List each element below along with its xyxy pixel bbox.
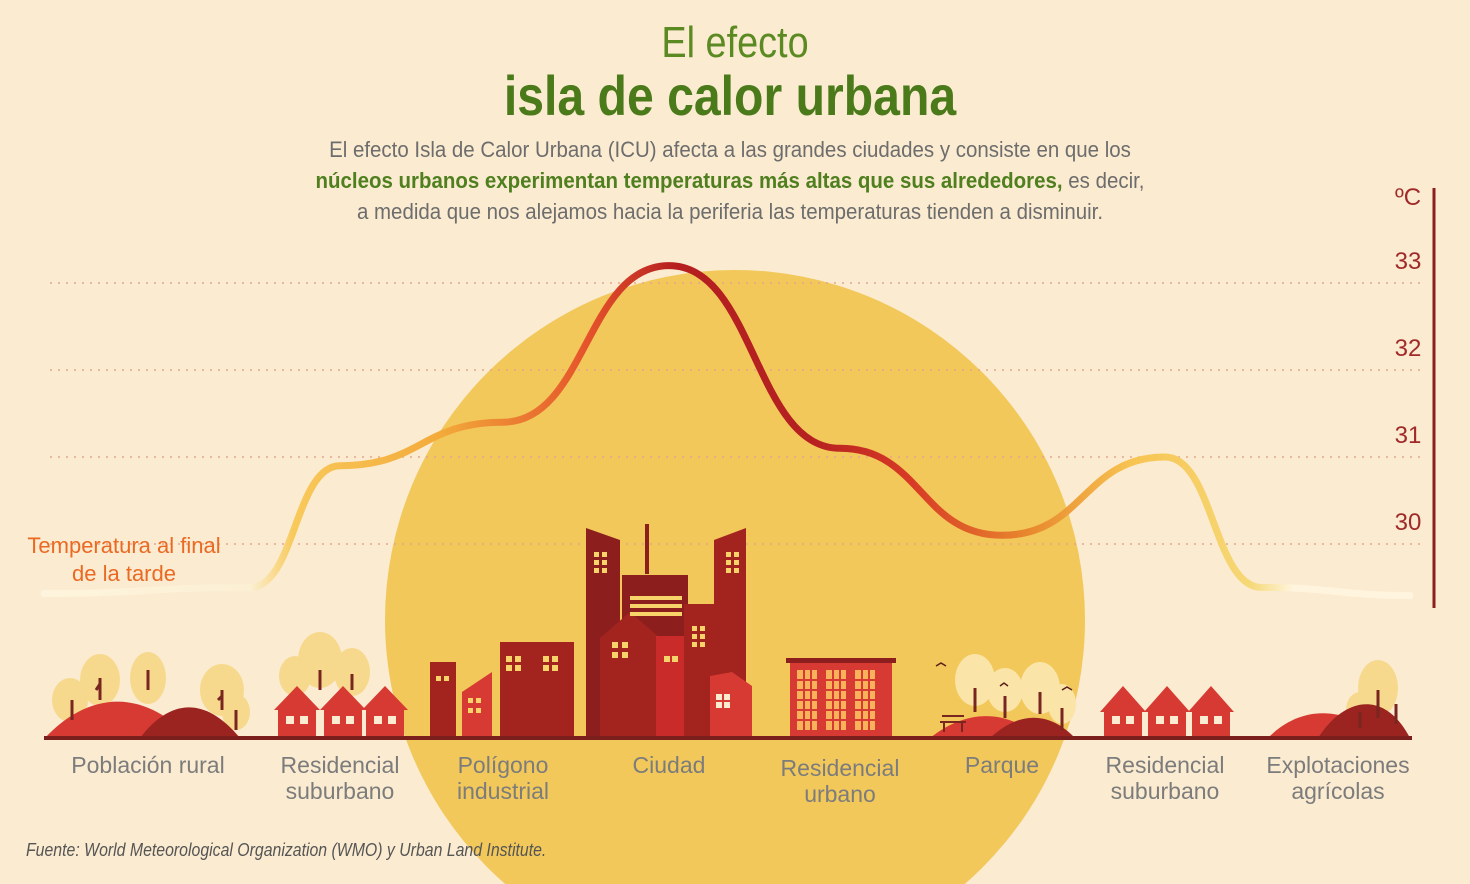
intro-highlight: núcleos urbanos experimentan temperatura…	[315, 168, 1063, 193]
building	[684, 604, 714, 738]
industrial-building	[462, 672, 492, 738]
axis-tick-label: 30	[1395, 509, 1422, 536]
category-label: Parque	[964, 752, 1040, 778]
tree-trunks	[70, 670, 238, 730]
house	[362, 686, 408, 738]
city-scene	[586, 524, 752, 738]
bench	[940, 715, 966, 732]
urban-residential-scene	[786, 658, 896, 738]
park-scene	[930, 654, 1076, 738]
house	[1188, 686, 1234, 738]
title-line-2: isla de calor urbana	[503, 64, 957, 127]
temperature-curve	[40, 262, 1414, 599]
rural-scene	[45, 652, 250, 738]
intro-text: El efecto Isla de Calor Urbana (ICU) afe…	[209, 134, 1251, 227]
intro-part-1: El efecto Isla de Calor Urbana (ICU) afe…	[329, 137, 1131, 162]
hill	[990, 717, 1075, 738]
category-label: Ciudad	[632, 752, 706, 778]
roof-line	[786, 658, 896, 663]
windows	[594, 552, 739, 662]
axis-ticks: 33 32 31 30	[1395, 248, 1422, 536]
house	[320, 686, 366, 738]
axis-tick-label: 33	[1395, 248, 1422, 275]
house	[1100, 686, 1146, 738]
temperature-curve-label: Temperatura al final de la tarde	[27, 533, 221, 586]
axis-tick-label: 32	[1395, 335, 1422, 362]
birds	[935, 662, 1073, 691]
building	[600, 612, 660, 738]
tree-canopy	[955, 654, 995, 706]
window-grid	[797, 670, 875, 730]
intro-part-2: es decir,	[1068, 168, 1145, 193]
building	[710, 672, 752, 738]
category-label: Polígono industrial	[456, 752, 550, 804]
industrial-scene	[430, 642, 574, 738]
ground-line	[44, 736, 1412, 740]
tree-trunks	[1358, 690, 1398, 728]
hill	[140, 707, 240, 738]
house	[1144, 686, 1190, 738]
suburban-scene-right	[1100, 686, 1234, 738]
category-label: Residencial suburbano	[1105, 752, 1225, 804]
hill	[1318, 704, 1410, 738]
tree-canopy	[52, 678, 88, 722]
category-label: Población rural	[71, 752, 225, 778]
tree-canopy	[987, 668, 1023, 712]
tree-canopy	[1048, 684, 1076, 724]
tree-canopy	[334, 648, 370, 696]
axis-tick-label: 31	[1395, 422, 1422, 449]
category-label: Residencial urbano	[780, 755, 900, 807]
tower-antenna	[645, 524, 649, 574]
category-label: Residencial suburbano	[280, 752, 400, 804]
suburban-scene-left	[274, 632, 408, 738]
tree-trunks	[973, 688, 1064, 730]
category-label: Explotaciones agrícolas	[1266, 752, 1410, 804]
agricultural-scene	[1268, 660, 1410, 738]
source-note: Fuente: World Meteorological Organizatio…	[26, 840, 547, 860]
building	[656, 636, 686, 738]
windows-light	[716, 694, 730, 708]
industrial-building	[430, 662, 456, 738]
tree-canopy	[279, 656, 311, 696]
axis-unit-label: ºC	[1395, 184, 1421, 211]
landscape	[44, 524, 1412, 740]
windows	[436, 656, 558, 713]
intro-part-3: a medida que nos alejamos hacia la perif…	[356, 199, 1104, 224]
tree-trunks	[318, 670, 354, 690]
house	[274, 686, 320, 738]
title-line-1: El efecto	[661, 18, 809, 67]
